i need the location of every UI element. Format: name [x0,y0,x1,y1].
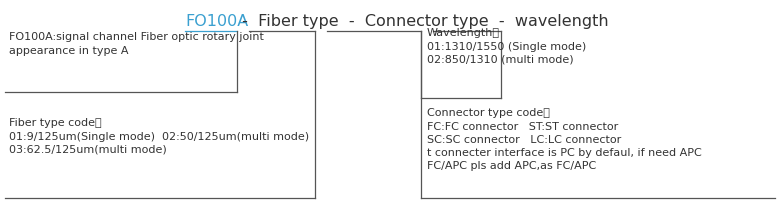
Text: 03:62.5/125um(multi mode): 03:62.5/125um(multi mode) [9,145,167,155]
Text: FC:FC connector   ST:ST connector: FC:FC connector ST:ST connector [427,122,619,132]
Text: FC/APC pls add APC,as FC/APC: FC/APC pls add APC,as FC/APC [427,161,596,171]
Text: 01:9/125um(Single mode)  02:50/125um(multi mode): 01:9/125um(Single mode) 02:50/125um(mult… [9,132,309,142]
Text: 02:850/1310 (multi mode): 02:850/1310 (multi mode) [427,55,573,65]
Text: Fiber type code：: Fiber type code： [9,118,101,128]
Text: FO100A: FO100A [185,14,248,29]
Text: FO100A:signal channel Fiber optic rotary joint: FO100A:signal channel Fiber optic rotary… [9,32,264,42]
Text: Connector type code：: Connector type code： [427,108,550,118]
Text: Wavelength：: Wavelength： [427,28,500,38]
Text: t connecter interface is PC by defaul, if need APC: t connecter interface is PC by defaul, i… [427,148,702,158]
Text: 01:1310/1550 (Single mode): 01:1310/1550 (Single mode) [427,42,587,52]
Text: SC:SC connector   LC:LC connector: SC:SC connector LC:LC connector [427,135,621,145]
Text: appearance in type A: appearance in type A [9,46,129,56]
Text: -  Fiber type  -  Connector type  -  wavelength: - Fiber type - Connector type - waveleng… [237,14,608,29]
